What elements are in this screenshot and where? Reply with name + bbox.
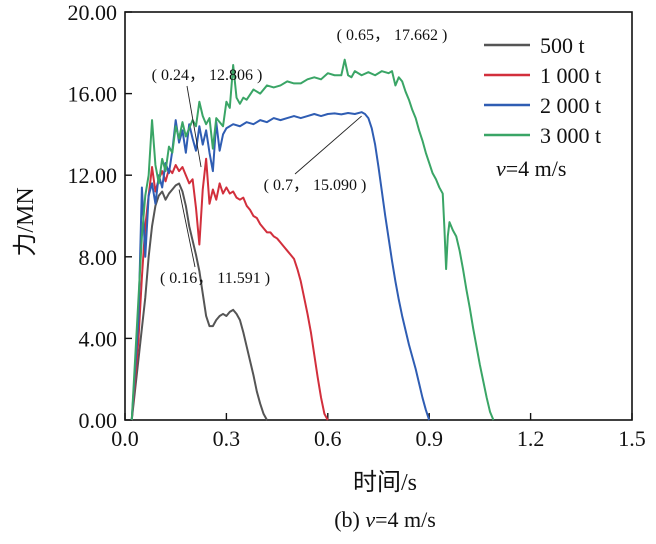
- x-tick-label: 0.3: [213, 426, 241, 451]
- x-axis-title: 时间/s: [353, 469, 417, 496]
- legend-note-value: =4 m/s: [506, 156, 567, 181]
- caption-value: =4 m/s: [375, 507, 436, 532]
- caption-prefix: (b): [334, 507, 365, 532]
- legend-label-3: 3 000 t: [540, 123, 601, 148]
- figure-caption: (b) v=4 m/s: [334, 507, 436, 532]
- annotation-leader-1: [186, 85, 202, 168]
- x-tick-label: 0.0: [111, 426, 139, 451]
- chart-series: [130, 58, 495, 421]
- plot-frame: [124, 11, 633, 421]
- chart-legend: 500 t 1 000 t 2 000 t 3 000 t: [484, 33, 601, 148]
- series-line-2: [130, 111, 431, 421]
- series-line-3: [130, 58, 495, 421]
- annotation-label-3: ( 0.16， 11.591 ): [160, 270, 270, 287]
- y-tick-label: 16.00: [68, 82, 118, 107]
- x-tick-label: 1.5: [618, 426, 646, 451]
- x-tick-label: 1.2: [517, 426, 545, 451]
- annotation-label-2: ( 0.7， 15.090 ): [264, 177, 367, 194]
- series-line-0: [130, 182, 268, 421]
- legend-label-2: 2 000 t: [540, 93, 601, 118]
- y-tick-label: 8.00: [79, 245, 118, 270]
- chart-axes: 0.0 0.3 0.6 0.9 1.2 1.5 0.00 4.00 8.00 12.00 16.00…: [68, 0, 646, 451]
- legend-note-variable: v: [496, 156, 506, 181]
- annotation-label-1: ( 0.24， 12.806 ): [152, 67, 263, 84]
- y-tick-label: 20.00: [68, 0, 118, 25]
- annotation-leader-3: [178, 189, 196, 268]
- caption-variable: v: [365, 507, 375, 532]
- x-tick-label: 0.9: [415, 426, 443, 451]
- legend-label-0: 500 t: [540, 33, 585, 58]
- series-line-1: [130, 157, 329, 421]
- y-tick-label: 0.00: [79, 408, 118, 433]
- annotation-label-0: ( 0.65， 17.662 ): [337, 27, 448, 44]
- legend-velocity-note: v=4 m/s: [496, 156, 566, 181]
- y-axis-title: 力/MN: [12, 187, 39, 256]
- x-tick-label: 0.6: [314, 426, 342, 451]
- legend-label-1: 1 000 t: [540, 63, 601, 88]
- annotation-leader-2: [294, 115, 362, 175]
- y-tick-label: 4.00: [79, 326, 118, 351]
- chart-annotations: ( 0.65， 17.662 ) ( 0.24， 12.806 ) ( 0.7， 1…: [152, 27, 448, 287]
- y-tick-label: 12.00: [68, 163, 118, 188]
